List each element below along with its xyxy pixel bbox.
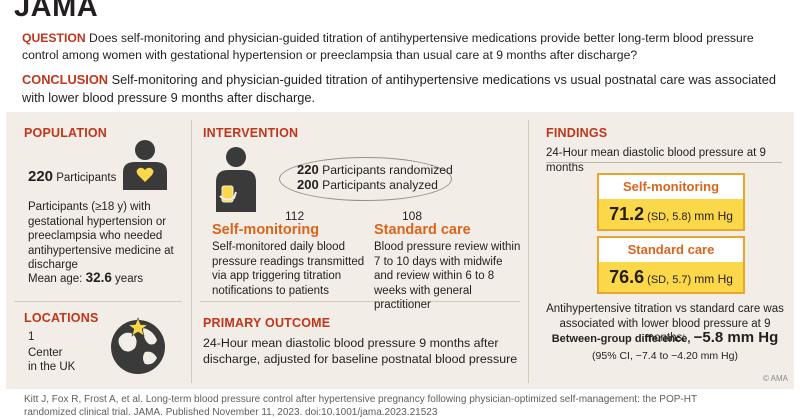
conclusion-block: CONCLUSION Self-monitoring and physician…: [22, 71, 782, 107]
person-heart-icon: [117, 138, 173, 195]
analyzed-line: 200 Participants analyzed: [297, 177, 438, 192]
standard-care-result: Standard care 76.6 (SD, 5.7) mm Hg: [597, 236, 745, 294]
self-monitoring-value: 71.2 (SD, 5.8) mm Hg: [599, 199, 743, 229]
arm1-n: 112: [285, 209, 305, 223]
conclusion-text: Self-monitoring and physician-guided tit…: [22, 72, 776, 105]
randomized-line: 220 Participants randomized: [297, 162, 453, 177]
enrollment-ellipse: [279, 157, 452, 201]
conclusion-tag: CONCLUSION: [22, 72, 109, 87]
locations-line1: Center: [28, 347, 63, 359]
locations-count: 1: [28, 331, 35, 343]
primary-outcome-text: 24-Hour mean diastolic blood pressure 9 …: [203, 336, 518, 366]
population-title: POPULATION: [24, 126, 108, 140]
column-divider: [191, 120, 192, 383]
locations-title: LOCATIONS: [24, 311, 99, 325]
column-divider: [528, 120, 529, 383]
standard-care-label: Standard care: [627, 242, 715, 257]
population-description: Participants (≥18 y) with gestational hy…: [28, 201, 174, 271]
findings-rule: [546, 162, 782, 163]
standard-care-value: 76.6 (SD, 5.7) mm Hg: [599, 262, 743, 292]
arm1-description: Self-monitored daily blood pressure read…: [212, 241, 365, 297]
between-group-difference: Between-group difference, −5.8 mm Hg: [551, 329, 779, 346]
self-monitoring-result: Self-monitoring 71.2 (SD, 5.8) mm Hg: [597, 173, 745, 231]
confidence-interval: (95% CI, −7.4 to −4.20 mm Hg): [592, 350, 738, 362]
locations-line2: in the UK: [28, 361, 76, 373]
self-monitoring-label: Self-monitoring: [622, 179, 720, 194]
citation: Kitt J, Fox R, Frost A, et al. Long-term…: [24, 394, 697, 418]
question-text: Does self-monitoring and physician-guide…: [22, 31, 754, 62]
findings-subtitle: 24-Hour mean diastolic blood pressure at…: [546, 147, 766, 174]
mean-age: Mean age: 32.6 years: [28, 270, 144, 285]
arm1-name: Self-monitoring: [212, 222, 320, 238]
arm2-description: Blood pressure review within 7 to 10 day…: [374, 241, 521, 311]
journal-logo: JAMA: [14, 0, 99, 23]
findings-title: FINDINGS: [546, 126, 608, 140]
copyright: © AMA: [762, 374, 788, 383]
arm2-n: 108: [402, 209, 423, 223]
population-count: 220 Participants: [28, 168, 117, 185]
row-divider: [200, 301, 520, 302]
arm2-name: Standard care: [374, 222, 471, 238]
row-divider: [14, 301, 182, 302]
primary-outcome-title: PRIMARY OUTCOME: [203, 316, 331, 330]
findings-summary: Antihypertensive titration vs standard c…: [546, 303, 784, 344]
question-tag: QUESTION: [22, 31, 86, 45]
intervention-title: INTERVENTION: [203, 126, 299, 140]
question-block: QUESTION Does self-monitoring and physic…: [22, 30, 782, 64]
globe-star-icon: [105, 314, 171, 381]
person-phone-icon: [212, 146, 264, 217]
